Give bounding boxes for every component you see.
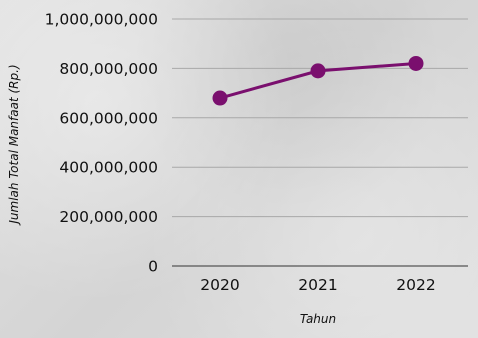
y-tick-label: 0 xyxy=(148,258,158,276)
y-tick-label: 200,000,000 xyxy=(59,208,158,226)
y-tick-label: 400,000,000 xyxy=(59,159,158,177)
data-point xyxy=(408,55,424,71)
y-axis-title: Jumlah Total Manfaat (Rp.) xyxy=(7,64,21,225)
data-point xyxy=(212,90,228,106)
x-tick-labels: 2020 2021 2022 xyxy=(200,276,435,294)
data-point xyxy=(310,63,326,79)
series-group xyxy=(212,55,424,106)
x-tick-label: 2022 xyxy=(396,276,435,294)
x-axis-title: Tahun xyxy=(300,312,336,326)
y-tick-label: 1,000,000,000 xyxy=(45,11,158,29)
x-tick-label: 2020 xyxy=(200,276,239,294)
y-tick-labels: 0 200,000,000 400,000,000 600,000,000 800,00… xyxy=(45,11,158,276)
y-tick-label: 800,000,000 xyxy=(59,60,158,78)
y-tick-label: 600,000,000 xyxy=(59,109,158,127)
gridlines xyxy=(172,18,468,267)
x-tick-label: 2021 xyxy=(298,276,337,294)
